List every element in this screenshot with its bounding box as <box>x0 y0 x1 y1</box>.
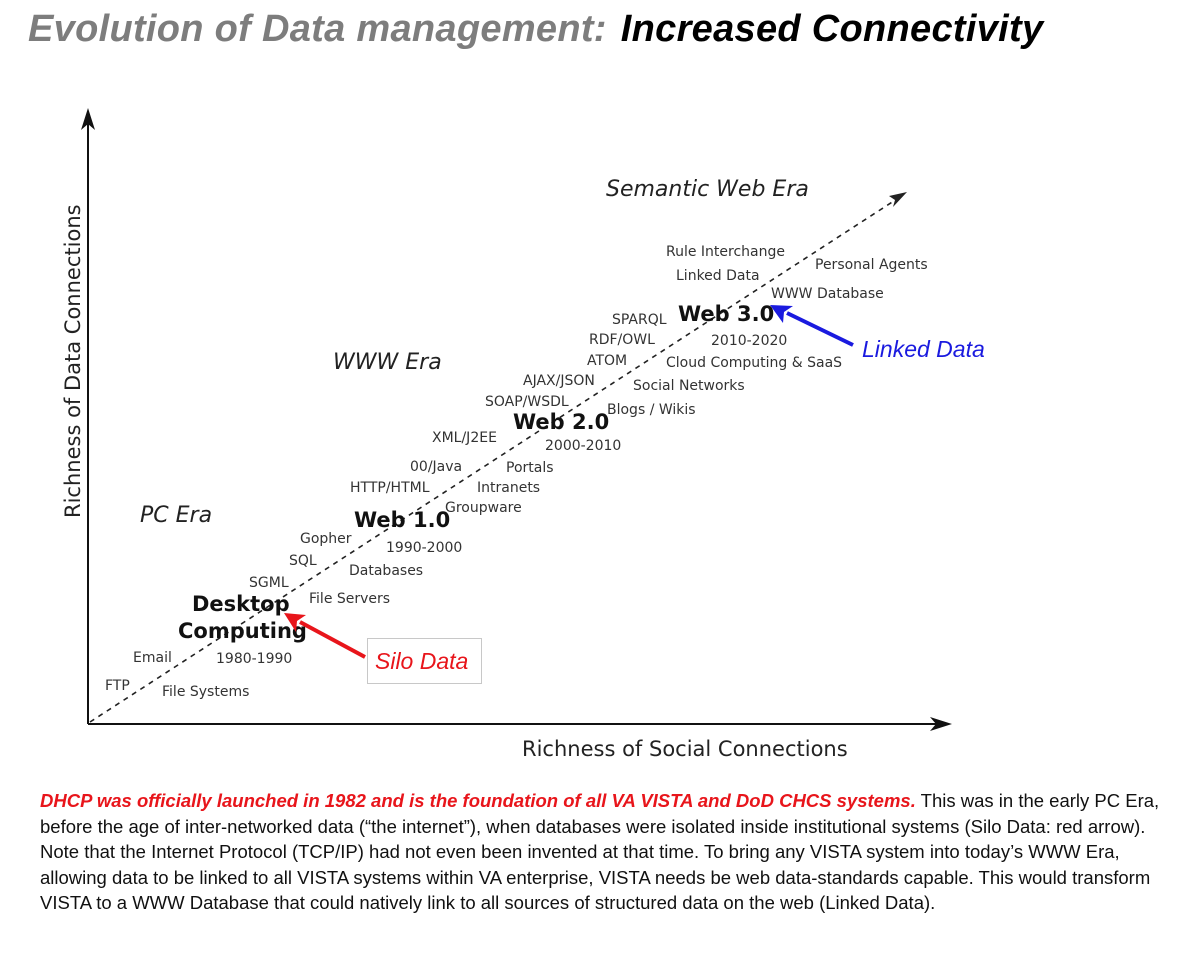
milestone-desktop-years: 1980-1990 <box>216 651 292 667</box>
milestone-web2-years: 2000-2010 <box>545 438 621 454</box>
tech-linked-data: Linked Data <box>676 268 760 284</box>
tech-file-servers: File Servers <box>309 591 390 607</box>
y-axis-label: Richness of Data Connections <box>61 204 85 518</box>
tech-http-html: HTTP/HTML <box>350 480 430 496</box>
tech-soap-wsdl: SOAP/WSDL <box>485 394 569 410</box>
tech-file-systems: File Systems <box>162 684 249 700</box>
slide-title: Evolution of Data management: Increased C… <box>28 8 1043 51</box>
tech-oo-java: 00/Java <box>410 459 462 475</box>
tech-databases: Databases <box>349 563 423 579</box>
milestone-desktop-line2: Computing <box>178 619 307 643</box>
x-axis-arrowhead <box>930 717 952 731</box>
tech-social-networks: Social Networks <box>633 378 745 394</box>
linked-arrow <box>786 311 854 347</box>
silo-arrowhead <box>284 613 306 632</box>
tech-intranets: Intranets <box>477 480 540 496</box>
tech-rdf-owl: RDF/OWL <box>589 332 655 348</box>
tech-ftp: FTP <box>105 678 130 694</box>
tech-groupware: Groupware <box>445 500 522 516</box>
tech-ajax-json: AJAX/JSON <box>523 373 595 389</box>
caption-body: This was in the early PC Era, before the… <box>40 790 1160 913</box>
tech-email: Email <box>133 650 172 666</box>
tech-blogs-wikis: Blogs / Wikis <box>607 402 696 418</box>
tech-sql: SQL <box>289 553 317 569</box>
evolution-diagram: Richness of Data Connections Richness of… <box>61 108 985 761</box>
x-axis-label: Richness of Social Connections <box>522 737 848 761</box>
silo-data-textbox <box>367 638 482 684</box>
tech-rule-interchange: Rule Interchange <box>666 244 785 260</box>
caption-lead: DHCP was officially launched in 1982 and… <box>40 790 916 811</box>
era-semantic: Semantic Web Era <box>606 177 809 202</box>
tech-sgml: SGML <box>249 575 289 591</box>
linked-data-callout: Linked Data <box>862 336 985 362</box>
silo-data-callout: Silo Data <box>375 648 468 674</box>
tech-www-database: WWW Database <box>771 286 884 302</box>
tech-cloud: Cloud Computing & SaaS <box>666 355 842 371</box>
milestone-web3: Web 3.0 <box>678 302 774 326</box>
tech-portals: Portals <box>506 460 554 476</box>
trend-arrowhead <box>889 192 907 207</box>
tech-gopher: Gopher <box>300 531 352 547</box>
caption-paragraph: DHCP was officially launched in 1982 and… <box>40 788 1175 916</box>
title-part-2: Increased Connectivity <box>620 8 1044 50</box>
era-pc: PC Era <box>140 503 212 528</box>
milestone-desktop-line1: Desktop <box>192 592 290 616</box>
tech-xml-j2ee: XML/J2EE <box>432 430 497 446</box>
tech-personal-agents: Personal Agents <box>815 257 928 273</box>
era-www: WWW Era <box>333 350 442 375</box>
silo-arrow <box>299 620 366 659</box>
milestone-web1: Web 1.0 <box>354 508 450 532</box>
title-part-1: Evolution of Data management: <box>28 8 607 50</box>
linked-arrowhead <box>770 305 793 323</box>
tech-sparql: SPARQL <box>612 312 667 328</box>
milestone-web2: Web 2.0 <box>513 410 609 434</box>
y-axis-arrowhead <box>81 108 95 130</box>
trend-line <box>89 196 901 723</box>
tech-atom: ATOM <box>587 353 627 369</box>
milestone-web1-years: 1990-2000 <box>386 540 462 556</box>
milestone-web3-years: 2010-2020 <box>711 333 787 349</box>
